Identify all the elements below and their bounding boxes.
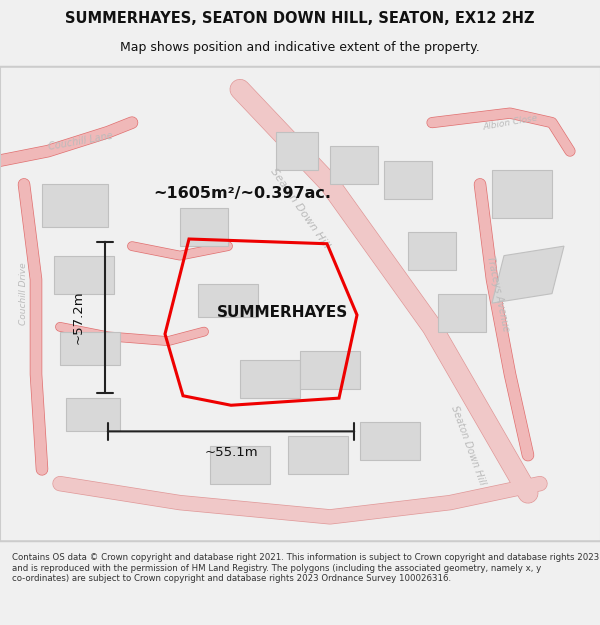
Text: ~1605m²/~0.397ac.: ~1605m²/~0.397ac. [153, 186, 331, 201]
Text: Albion Close: Albion Close [482, 113, 538, 132]
Polygon shape [300, 351, 360, 389]
Polygon shape [492, 170, 552, 217]
Text: Seaton Down Hill: Seaton Down Hill [269, 166, 331, 250]
Text: Contains OS data © Crown copyright and database right 2021. This information is : Contains OS data © Crown copyright and d… [12, 553, 599, 583]
Polygon shape [384, 161, 432, 199]
Polygon shape [240, 360, 300, 398]
Text: ~55.1m: ~55.1m [204, 446, 258, 459]
Polygon shape [180, 208, 228, 246]
Polygon shape [54, 256, 114, 294]
Text: Traceys Avenue: Traceys Avenue [485, 255, 511, 332]
Polygon shape [360, 422, 420, 460]
Text: Seaton Down Hill: Seaton Down Hill [449, 404, 487, 487]
Polygon shape [210, 446, 270, 484]
Polygon shape [276, 132, 318, 170]
Polygon shape [60, 332, 120, 365]
Polygon shape [492, 246, 564, 303]
Text: Couchill Drive: Couchill Drive [19, 262, 29, 325]
Polygon shape [330, 146, 378, 184]
Polygon shape [198, 284, 258, 318]
Text: SUMMERHAYES: SUMMERHAYES [217, 305, 347, 320]
Text: Map shows position and indicative extent of the property.: Map shows position and indicative extent… [120, 41, 480, 54]
Text: ~57.2m: ~57.2m [71, 291, 85, 344]
Polygon shape [408, 232, 456, 270]
Text: SUMMERHAYES, SEATON DOWN HILL, SEATON, EX12 2HZ: SUMMERHAYES, SEATON DOWN HILL, SEATON, E… [65, 11, 535, 26]
Polygon shape [66, 398, 120, 431]
Text: Couchill Lane: Couchill Lane [48, 131, 114, 152]
Polygon shape [288, 436, 348, 474]
Polygon shape [42, 184, 108, 227]
Polygon shape [438, 294, 486, 332]
